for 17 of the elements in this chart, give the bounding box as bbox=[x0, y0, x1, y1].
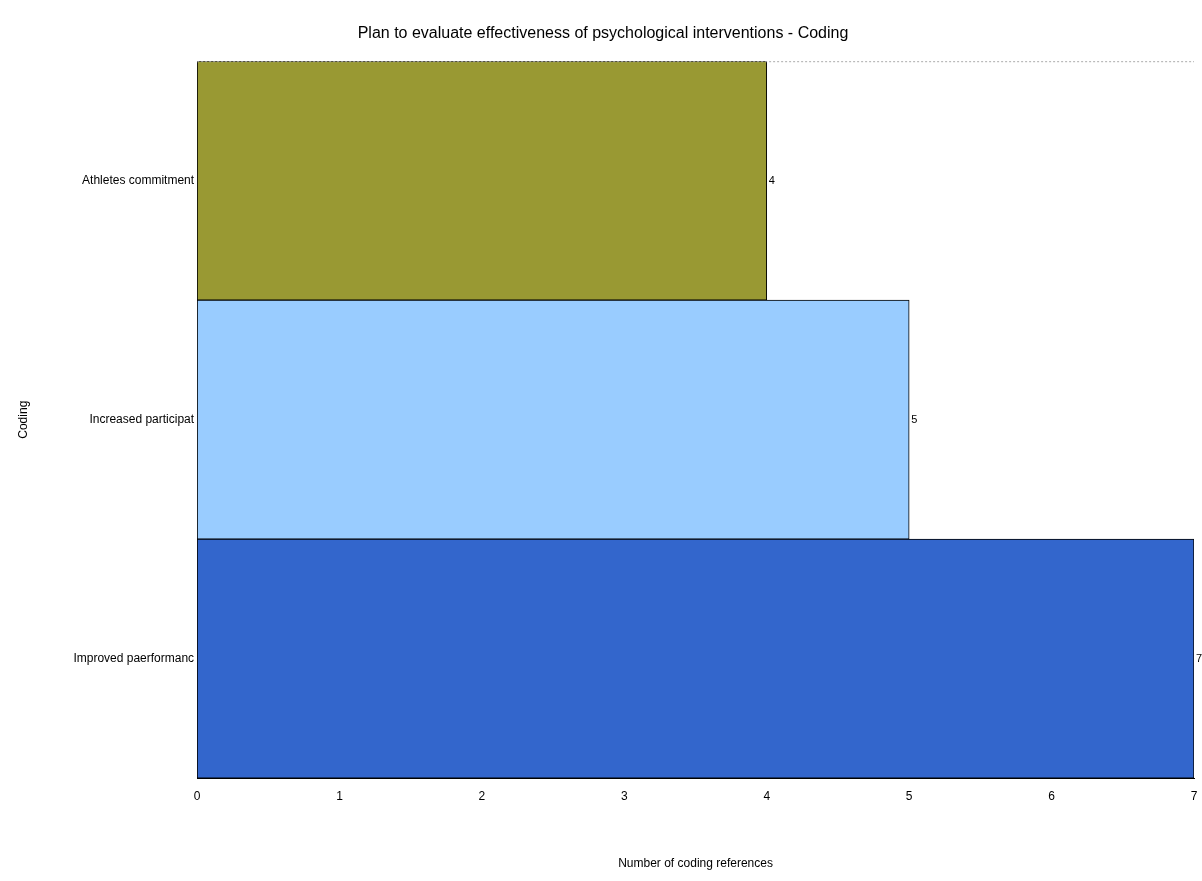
x-tick-label: 3 bbox=[621, 788, 629, 803]
x-tick-label: 4 bbox=[763, 788, 771, 803]
x-axis-title: Number of coding references bbox=[618, 856, 773, 871]
chart-title: Plan to evaluate effectiveness of psychological interventions - Coding bbox=[357, 24, 849, 42]
x-tick-label: 0 bbox=[193, 788, 201, 803]
data-label: 7 bbox=[1196, 651, 1202, 664]
data-label: 5 bbox=[911, 412, 918, 425]
x-tick-label: 1 bbox=[336, 788, 344, 803]
y-tick-label: Increased participat bbox=[89, 412, 195, 427]
y-tick-label: Athletes commitment bbox=[82, 173, 195, 188]
y-axis-title: Coding bbox=[15, 400, 30, 439]
y-tick-label: Improved paerformanc bbox=[73, 651, 195, 666]
data-label: 4 bbox=[768, 173, 775, 186]
x-tick-label: 5 bbox=[905, 788, 913, 803]
x-tick-label: 6 bbox=[1048, 788, 1056, 803]
x-tick-label: 2 bbox=[478, 788, 486, 803]
x-tick-label: 7 bbox=[1190, 788, 1198, 803]
